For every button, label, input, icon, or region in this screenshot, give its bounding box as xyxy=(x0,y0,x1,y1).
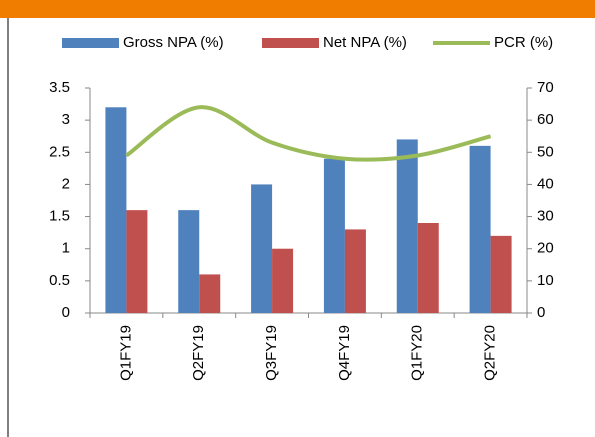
bar xyxy=(251,184,273,313)
bar xyxy=(178,210,200,313)
bar xyxy=(323,158,345,313)
x-tick-label: Q1FY19 xyxy=(117,325,134,381)
y2-tick-label: 0 xyxy=(537,304,545,321)
line xyxy=(125,105,492,162)
legend-swatch xyxy=(262,38,319,48)
bar xyxy=(490,235,512,313)
x-tick-label: Q4FY19 xyxy=(336,325,353,381)
y-tick-label: 2.5 xyxy=(49,143,70,160)
y2-tick-label: 40 xyxy=(537,175,554,192)
y2-tick-label: 10 xyxy=(537,272,554,289)
y-tick-label: 3 xyxy=(62,111,70,128)
y2-tick-label: 30 xyxy=(537,208,554,225)
bar xyxy=(469,145,491,313)
y-tick-label: 0 xyxy=(62,304,70,321)
bar xyxy=(199,274,221,313)
bar xyxy=(126,210,148,313)
y-tick-label: 0.5 xyxy=(49,272,70,289)
bar xyxy=(105,107,127,314)
legend-swatch xyxy=(62,38,119,48)
bar xyxy=(272,248,294,313)
x-tick-label: Q1FY20 xyxy=(409,325,426,381)
bar xyxy=(344,229,366,313)
y-tick-label: 1 xyxy=(62,240,70,257)
y2-tick-label: 50 xyxy=(537,143,554,160)
y-tick-label: 1.5 xyxy=(49,208,70,225)
y-tick-label: 3.5 xyxy=(49,79,70,96)
y2-tick-label: 70 xyxy=(537,79,554,96)
header-strip xyxy=(0,0,595,18)
legend-label: PCR (%) xyxy=(494,34,553,51)
y-tick-label: 2 xyxy=(62,175,70,192)
x-tick-label: Q2FY19 xyxy=(190,325,207,381)
x-tick-label: Q3FY19 xyxy=(263,325,280,381)
x-tick-label: Q2FY20 xyxy=(482,325,499,381)
bar xyxy=(417,223,439,313)
bar xyxy=(396,139,418,313)
legend-label: Gross NPA (%) xyxy=(123,34,224,51)
y2-tick-label: 60 xyxy=(537,111,554,128)
y2-tick-label: 20 xyxy=(537,240,554,257)
legend-label: Net NPA (%) xyxy=(323,34,407,51)
